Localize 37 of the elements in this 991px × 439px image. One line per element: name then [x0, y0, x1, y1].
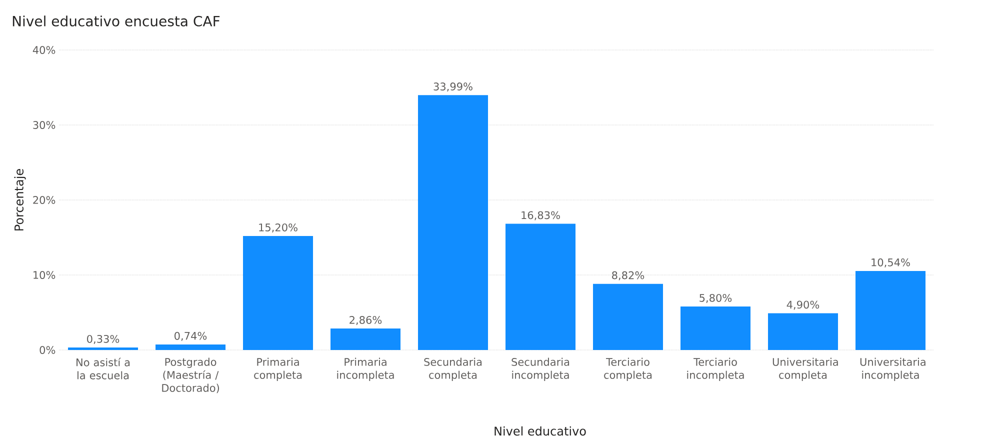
bar	[156, 344, 226, 350]
data-label: 4,90%	[786, 300, 820, 310]
x-tick-label: Postgrado (Maestría / Doctorado)	[162, 358, 220, 394]
y-tick-label: 10%	[34, 271, 56, 279]
bar	[330, 328, 401, 350]
data-label: 10,54%	[872, 258, 910, 268]
x-tick-label: Terciario incompleta	[687, 358, 744, 381]
x-tick-label: Universitaria completa	[772, 358, 838, 381]
bar	[243, 236, 314, 350]
bar	[768, 313, 838, 350]
x-tick-label: Primaria incompleta	[337, 358, 394, 381]
bar	[855, 270, 926, 350]
x-axis-title: Nivel educativo	[494, 426, 586, 436]
bar	[593, 284, 663, 350]
data-label: 15,20%	[259, 223, 298, 232]
x-tick-label: Secundaria completa	[424, 358, 482, 381]
x-tick-label: Primaria completa	[254, 358, 302, 381]
x-tick-label: No asistí a la escuela	[76, 358, 130, 380]
data-label: 0,33%	[87, 334, 120, 344]
data-label: 8,82%	[612, 271, 644, 280]
y-tick-label: 30%	[33, 121, 56, 129]
bar	[418, 95, 488, 350]
bar	[680, 306, 750, 350]
chart-title: Nivel educativo encuesta CAF	[12, 16, 220, 26]
y-tick-label: 20%	[33, 196, 56, 204]
y-tick-label: 0%	[40, 346, 56, 354]
data-label: 0,74%	[174, 332, 207, 341]
y-axis-title: Porcentaje	[14, 169, 26, 230]
x-tick-label: Universitaria incompleta	[860, 358, 926, 381]
y-tick-label: 40%	[32, 46, 56, 54]
data-label: 33,99%	[434, 82, 472, 92]
data-label: 5,80%	[700, 294, 732, 303]
bar	[506, 224, 576, 350]
x-tick-label: Secundaria incompleta	[512, 358, 570, 381]
data-label: 16,83%	[522, 211, 560, 220]
data-label: 2,86%	[350, 316, 382, 326]
x-tick-label: Terciario completa	[604, 358, 652, 381]
